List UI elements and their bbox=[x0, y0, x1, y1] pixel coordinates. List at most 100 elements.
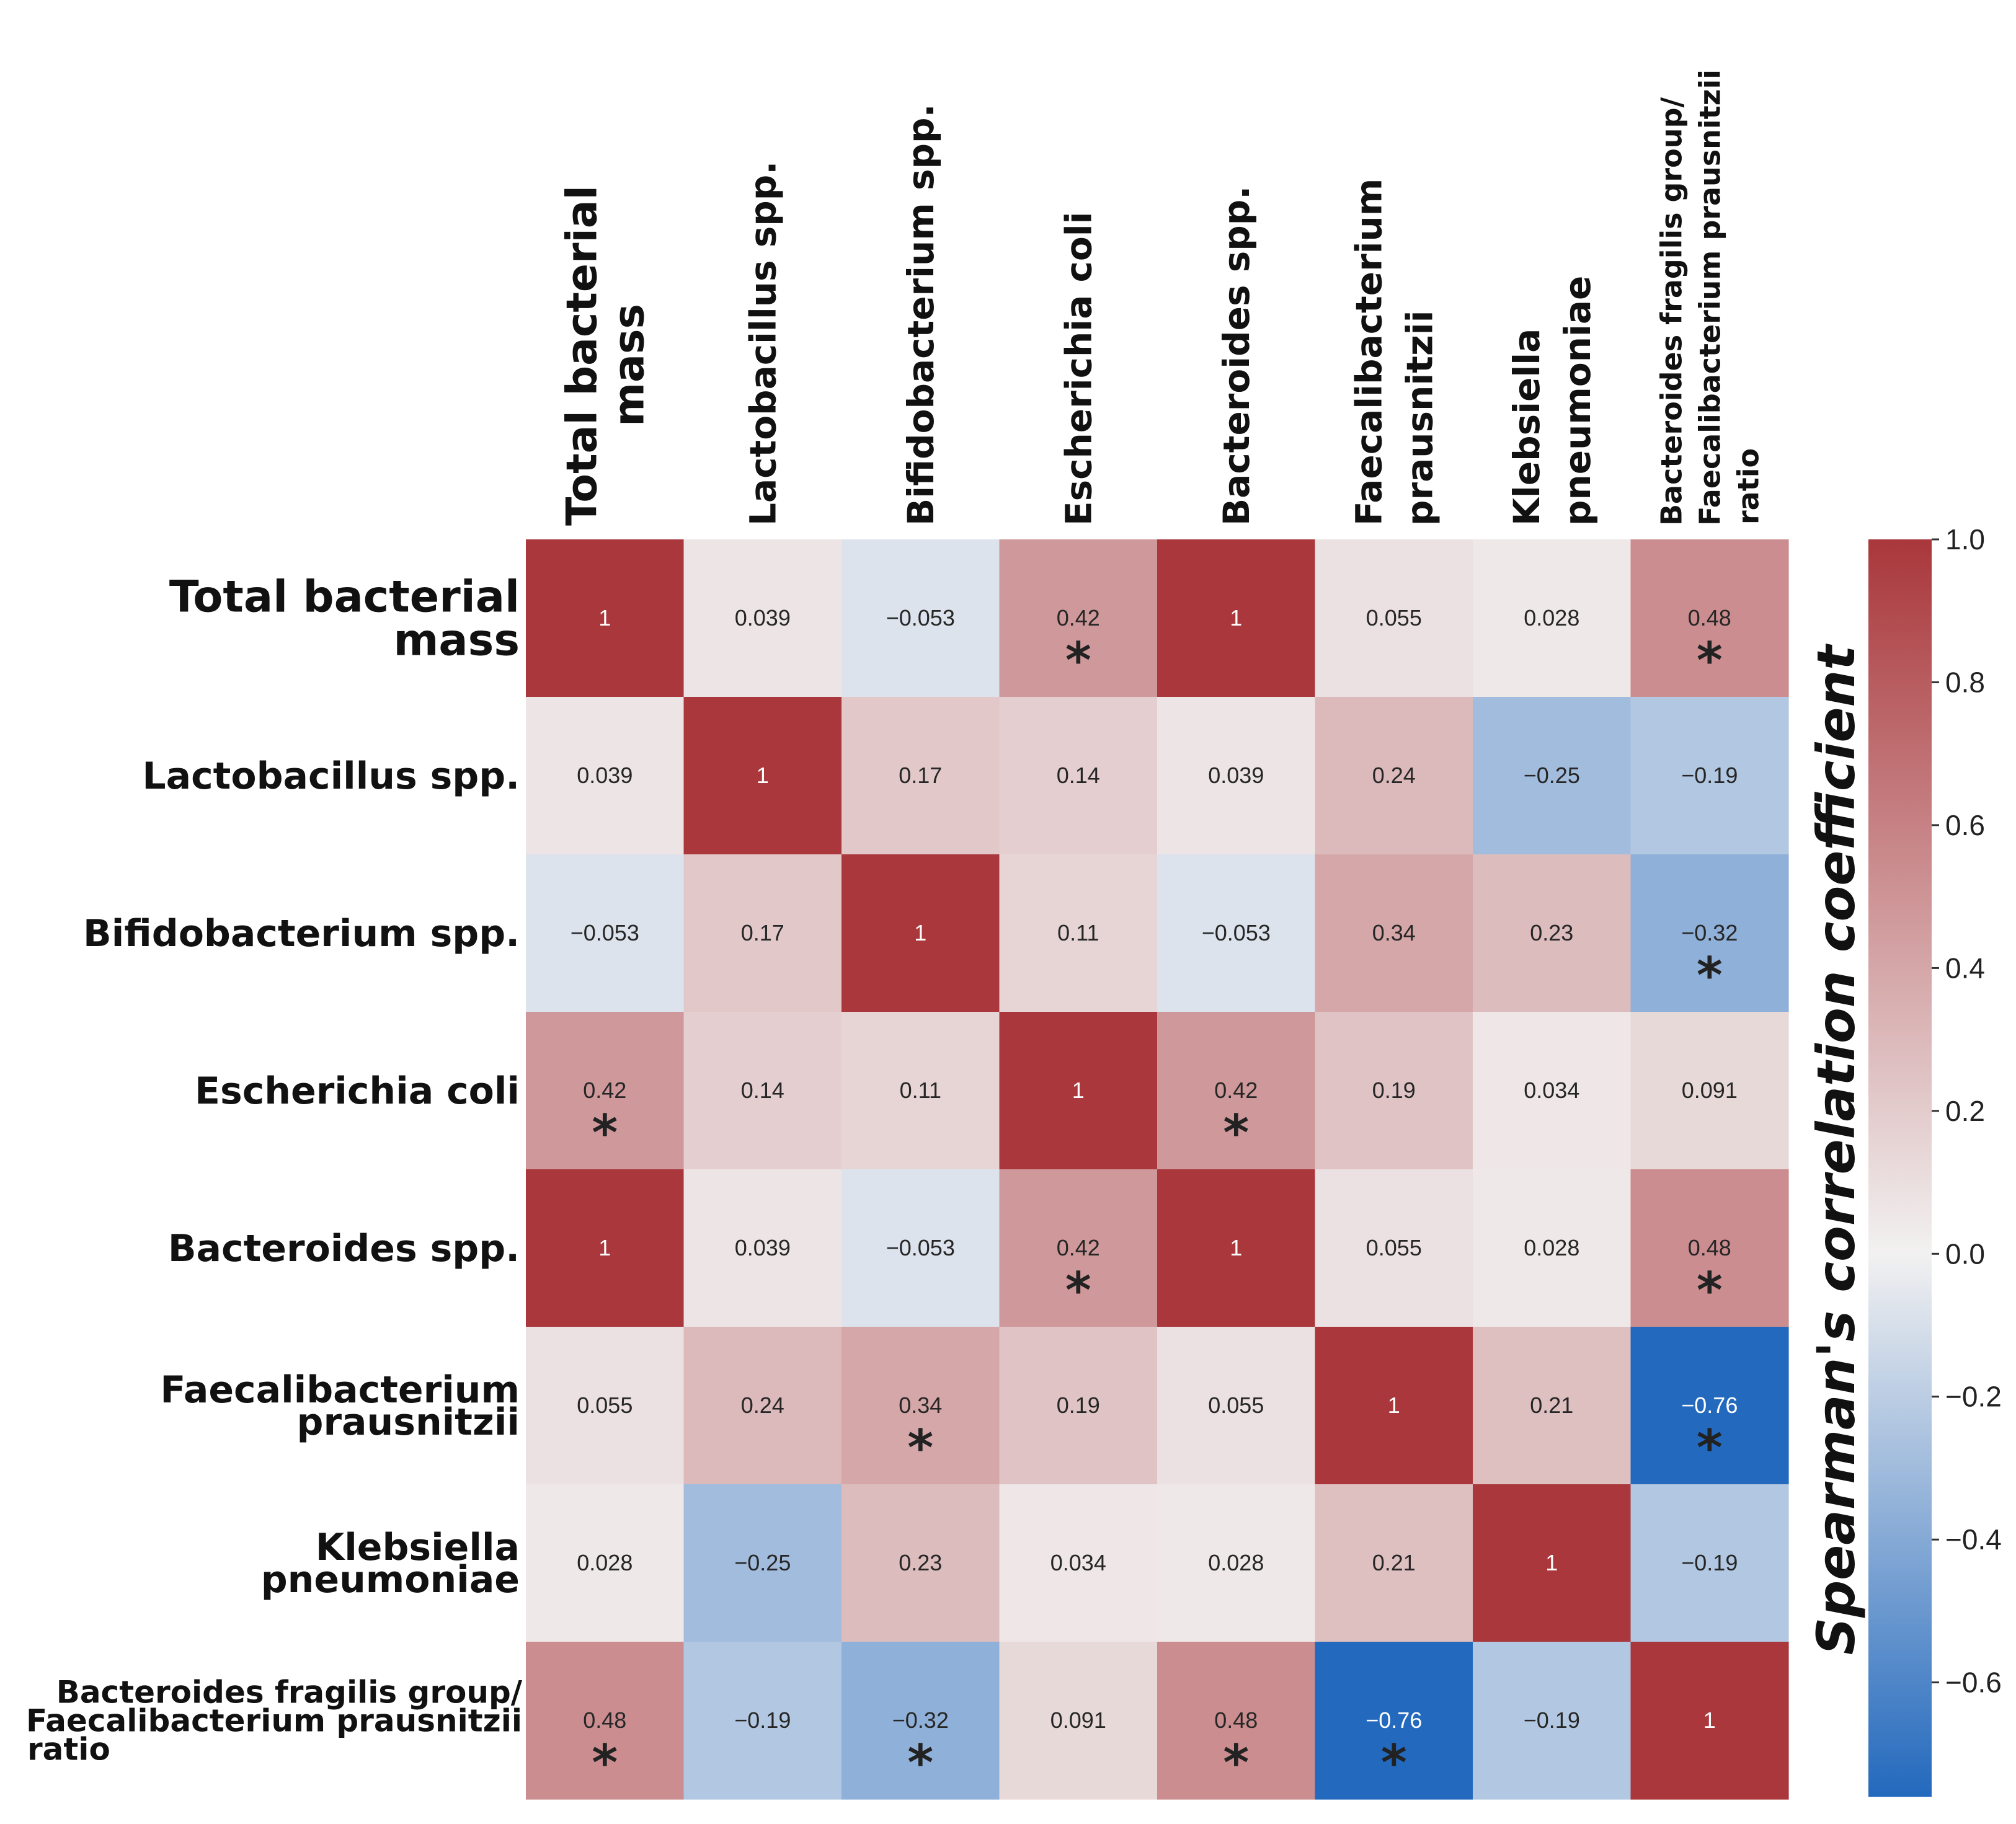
heatmap-cell bbox=[526, 1484, 685, 1642]
colorbar-tick-label: −0.4 bbox=[1945, 1523, 2002, 1556]
column-label: Bifidobacterium spp. bbox=[900, 104, 942, 526]
column-label: Lactobacillus spp. bbox=[742, 161, 784, 526]
cell-value-label: 0.42 bbox=[1057, 1235, 1100, 1260]
cell-value-label: 0.091 bbox=[1682, 1078, 1738, 1103]
heatmap-cell bbox=[841, 1012, 1000, 1170]
cell-value-label: 1 bbox=[1230, 605, 1242, 631]
cell-value-label: −0.19 bbox=[1681, 1550, 1738, 1575]
cell-value-label: 0.039 bbox=[577, 763, 633, 788]
heatmap-cell bbox=[841, 1327, 1000, 1485]
heatmap-cell bbox=[1315, 1642, 1473, 1800]
cell-value-label: 0.028 bbox=[577, 1550, 633, 1575]
heatmap-cell bbox=[1315, 539, 1473, 697]
column-label: mass bbox=[605, 304, 654, 427]
cell-value-label: 0.055 bbox=[1208, 1392, 1264, 1418]
column-label: Total bacterial bbox=[558, 185, 607, 526]
heatmap-cell bbox=[1315, 1327, 1473, 1485]
heatmap-cell bbox=[683, 1484, 842, 1642]
heatmap-cell bbox=[1315, 697, 1473, 855]
significance-marker: * bbox=[907, 1734, 933, 1792]
row-label: ratio bbox=[27, 1732, 110, 1768]
significance-marker: * bbox=[592, 1104, 618, 1162]
heatmap-cell bbox=[526, 1327, 685, 1485]
heatmap-cell bbox=[683, 697, 842, 855]
cell-value-label: 0.039 bbox=[735, 605, 791, 631]
row-label: Klebsiella bbox=[316, 1526, 520, 1569]
cell-value-label: −0.76 bbox=[1681, 1392, 1738, 1418]
cell-value-label: 0.34 bbox=[899, 1392, 942, 1418]
cell-value-label: 1 bbox=[1545, 1550, 1558, 1575]
cell-value-label: 0.028 bbox=[1524, 1235, 1579, 1260]
heatmap-cell bbox=[999, 1484, 1158, 1642]
heatmap-cell bbox=[1315, 1169, 1473, 1327]
heatmap-cell bbox=[1473, 697, 1632, 855]
cell-value-label: −0.19 bbox=[1681, 763, 1738, 788]
heatmap-values: 1 0.039 −0.053 0.42*1 0.055 0.028 0.48*0.039 1 0… bbox=[571, 605, 1738, 1792]
heatmap-cell bbox=[1157, 1169, 1316, 1327]
cell-value-label: 0.19 bbox=[1372, 1078, 1416, 1103]
heatmap-cell bbox=[1473, 1169, 1632, 1327]
cell-value-label: −0.32 bbox=[1681, 920, 1738, 945]
cell-value-label: 0.23 bbox=[899, 1550, 942, 1575]
heatmap-cell bbox=[1630, 1169, 1789, 1327]
colorbar-tick-label: 0.4 bbox=[1945, 952, 1985, 984]
column-label: ratio bbox=[1731, 448, 1765, 525]
significance-marker: * bbox=[592, 1734, 618, 1792]
colorbar-tick-label: 0.2 bbox=[1945, 1095, 1985, 1127]
heatmap-cell bbox=[841, 1484, 1000, 1642]
heatmap-cell bbox=[1630, 539, 1789, 697]
cell-value-label: 0.17 bbox=[899, 763, 942, 788]
cell-value-label: 0.42 bbox=[1214, 1078, 1258, 1103]
column-label: Faecalibacterium bbox=[1348, 179, 1390, 526]
heatmap-cell bbox=[841, 1642, 1000, 1800]
heatmap-cell bbox=[683, 1169, 842, 1327]
cell-value-label: 0.14 bbox=[741, 1078, 784, 1103]
significance-marker: * bbox=[1697, 1262, 1723, 1319]
heatmap-cell bbox=[999, 539, 1158, 697]
row-label: Faecalibacterium prausnitzii bbox=[26, 1703, 522, 1739]
cell-value-label: 0.055 bbox=[577, 1392, 633, 1418]
cell-value-label: 0.19 bbox=[1057, 1392, 1100, 1418]
cell-value-label: 0.14 bbox=[1057, 763, 1100, 788]
heatmap-cell bbox=[1157, 539, 1316, 697]
cell-value-label: −0.76 bbox=[1365, 1707, 1422, 1733]
row-label: pneumoniae bbox=[261, 1558, 520, 1601]
row-label: Faecalibacterium bbox=[160, 1368, 520, 1412]
significance-marker: * bbox=[1697, 947, 1723, 1004]
cell-value-label: 0.24 bbox=[741, 1392, 784, 1418]
heatmap-cell bbox=[526, 854, 685, 1012]
row-label: Bacteroides spp. bbox=[168, 1227, 520, 1270]
cell-value-label: 1 bbox=[1703, 1707, 1716, 1733]
cell-value-label: 0.091 bbox=[1050, 1707, 1106, 1733]
column-label: pneumoniae bbox=[1556, 276, 1599, 526]
cell-value-label: 0.17 bbox=[741, 920, 784, 945]
heatmap-cell bbox=[1630, 854, 1789, 1012]
row-label: Lactobacillus spp. bbox=[142, 755, 520, 798]
cell-value-label: 0.48 bbox=[583, 1707, 626, 1733]
cell-value-label: 0.42 bbox=[583, 1078, 626, 1103]
row-label: mass bbox=[393, 615, 520, 666]
colorbar-title: Spearman's correlation coefficient bbox=[1806, 644, 1867, 1655]
cell-value-label: 1 bbox=[1230, 1235, 1242, 1260]
heatmap-cell bbox=[1315, 1012, 1473, 1170]
heatmap-cell bbox=[526, 1642, 685, 1800]
column-label: Bacteroides fragilis group/ bbox=[1654, 97, 1688, 526]
cell-value-label: 1 bbox=[1072, 1078, 1085, 1103]
heatmap-cell bbox=[526, 1169, 685, 1327]
heatmap-cell bbox=[999, 1327, 1158, 1485]
heatmap-cell bbox=[1630, 697, 1789, 855]
row-label: Escherichia coli bbox=[195, 1069, 520, 1113]
cell-value-label: 0.11 bbox=[900, 1078, 941, 1103]
heatmap-cell bbox=[526, 1012, 685, 1170]
colorbar-tick-label: −0.6 bbox=[1945, 1667, 2002, 1699]
cell-value-label: 0.21 bbox=[1372, 1550, 1416, 1575]
row-label: prausnitzii bbox=[297, 1401, 520, 1444]
row-label: Total bacterial bbox=[169, 572, 520, 622]
heatmap-cell bbox=[841, 697, 1000, 855]
cell-value-label: 0.48 bbox=[1688, 605, 1731, 631]
heatmap-cell bbox=[1473, 854, 1632, 1012]
column-label: Faecalibacterium prausnitzii bbox=[1693, 69, 1726, 526]
significance-marker: * bbox=[1697, 632, 1723, 689]
